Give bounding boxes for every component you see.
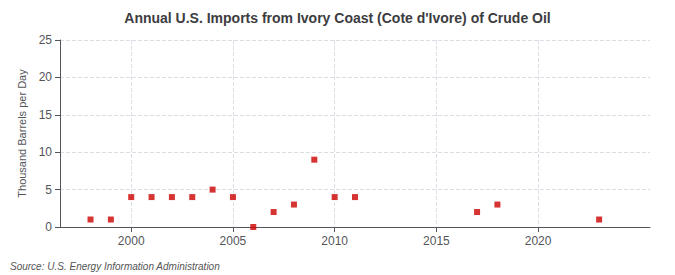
svg-text:2005: 2005 [220,234,247,248]
svg-text:2000: 2000 [118,234,145,248]
svg-text:Source: U.S. Energy Informatio: Source: U.S. Energy Information Administ… [10,261,220,272]
svg-text:15: 15 [39,108,53,122]
svg-text:2015: 2015 [423,234,450,248]
svg-text:10: 10 [39,145,53,159]
svg-text:Annual U.S. Imports from Ivory: Annual U.S. Imports from Ivory Coast (Co… [124,10,550,26]
svg-text:0: 0 [45,220,52,234]
svg-text:25: 25 [39,33,53,47]
svg-text:2020: 2020 [525,234,552,248]
svg-text:Thousand Barrels per Day: Thousand Barrels per Day [16,69,28,198]
svg-text:2010: 2010 [321,234,348,248]
svg-text:5: 5 [45,183,52,197]
svg-text:20: 20 [39,70,53,84]
